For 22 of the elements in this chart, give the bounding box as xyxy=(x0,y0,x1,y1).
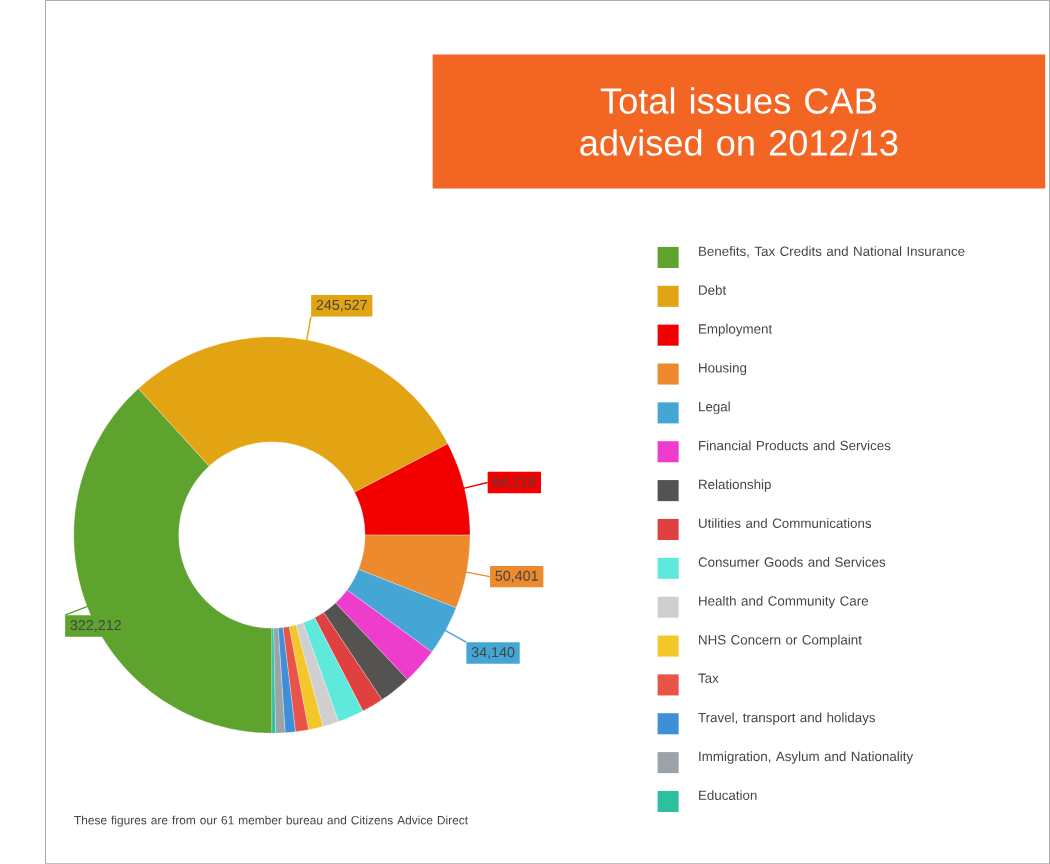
legend-label: Housing xyxy=(699,362,747,376)
legend-label: Utilities and Communications xyxy=(699,518,872,528)
data-label: 322,212 xyxy=(70,619,121,632)
data-label: 34,140 xyxy=(471,646,515,659)
legend-label: Benefits, Tax Credits and National Insurance xyxy=(699,246,965,258)
data-label: 245,527 xyxy=(316,299,367,312)
legend-label: Immigration, Asylum and Nationality xyxy=(699,751,914,764)
legend-label: Health and Community Care xyxy=(699,595,868,609)
chart-title: Total issues CAB advised on 2012/13 xyxy=(580,87,898,156)
legend-label: Relationship xyxy=(699,479,771,492)
legend-label: Travel, transport and holidays xyxy=(698,712,876,725)
legend-label: Consumer Goods and Services xyxy=(698,556,886,567)
legend-label: Tax xyxy=(698,673,719,683)
legend-label: NHS Concern or Complaint xyxy=(699,634,862,648)
legend-label: Education xyxy=(699,790,757,800)
data-label: 64,218 xyxy=(493,476,536,489)
legend-label: Debt xyxy=(699,284,727,295)
legend-label: Legal xyxy=(699,401,730,414)
text: These figures are from our 61 member bureau and Citizens Advice Direct xyxy=(74,815,468,827)
legend-label: Employment xyxy=(699,323,773,337)
data-label: 50,401 xyxy=(495,570,538,583)
legend-label: Financial Products and Services xyxy=(699,440,891,451)
